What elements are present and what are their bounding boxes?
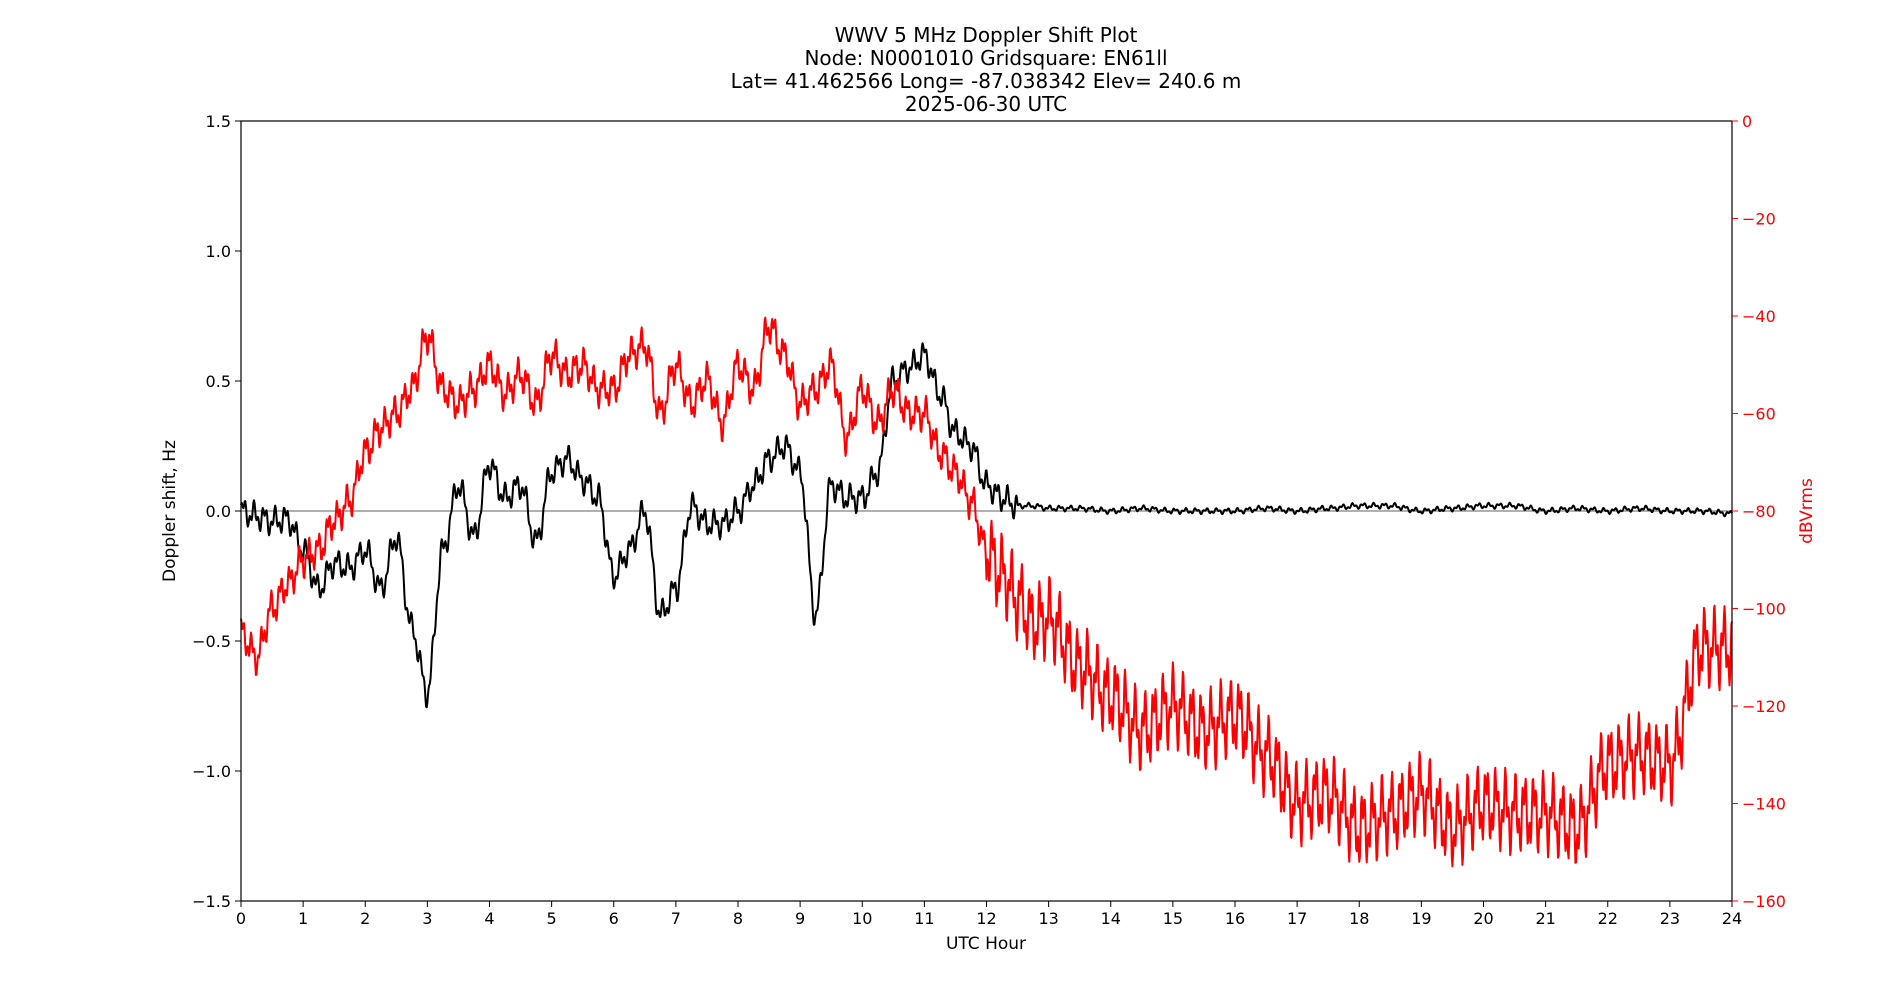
y-right-tick-label: −160 xyxy=(1742,892,1786,911)
y-left-tick-label: −0.5 xyxy=(192,632,231,651)
x-tick-label: 12 xyxy=(976,909,996,928)
y-axis-right: 0 −20 −40 −60 −80 −100 −120 −140 −160 xyxy=(1732,112,1786,911)
x-axis-label: UTC Hour xyxy=(946,934,1026,954)
x-tick-label: 21 xyxy=(1535,909,1555,928)
x-tick-label: 8 xyxy=(733,909,743,928)
title-line-2: Lat= 41.462566 Long= -87.038342 Elev= 24… xyxy=(731,69,1242,93)
title-line-3: 2025-06-30 UTC xyxy=(905,92,1067,116)
y-right-tick-label: −40 xyxy=(1742,307,1776,326)
x-tick-label: 5 xyxy=(547,909,557,928)
x-tick-label: 14 xyxy=(1101,909,1121,928)
y-right-tick-label: −20 xyxy=(1742,210,1776,229)
y-left-tick-label: 1.5 xyxy=(206,112,231,131)
x-tick-label: 6 xyxy=(609,909,619,928)
y-axis-left-label: Doppler shift, Hz xyxy=(160,440,180,582)
x-tick-label: 0 xyxy=(236,909,246,928)
doppler-shift-series xyxy=(240,342,1733,709)
title-line-1: Node: N0001010 Gridsquare: EN61ll xyxy=(804,46,1167,70)
x-tick-label: 1 xyxy=(298,909,308,928)
x-tick-label: 15 xyxy=(1163,909,1183,928)
y-left-tick-label: −1.5 xyxy=(192,892,231,911)
y-right-tick-label: −100 xyxy=(1742,600,1786,619)
x-tick-label: 2 xyxy=(360,909,370,928)
y-axis-right-label: dBVrms xyxy=(1797,478,1817,544)
y-right-tick-label: −120 xyxy=(1742,697,1786,716)
y-left-tick-label: 0.0 xyxy=(206,502,231,521)
x-tick-label: 11 xyxy=(914,909,934,928)
x-tick-label: 3 xyxy=(422,909,432,928)
x-tick-label: 17 xyxy=(1287,909,1307,928)
y-axis-left: 1.5 1.0 0.5 0.0 −0.5 −1.0 −1.5 xyxy=(192,112,241,911)
x-tick-label: 19 xyxy=(1411,909,1431,928)
y-right-tick-label: −140 xyxy=(1742,795,1786,814)
x-tick-label: 18 xyxy=(1349,909,1369,928)
y-left-tick-label: 1.0 xyxy=(206,242,231,261)
y-right-tick-label: −60 xyxy=(1742,405,1776,424)
x-tick-label: 20 xyxy=(1473,909,1493,928)
x-tick-label: 4 xyxy=(484,909,494,928)
x-tick-label: 13 xyxy=(1038,909,1058,928)
x-tick-label: 24 xyxy=(1722,909,1742,928)
y-right-tick-label: 0 xyxy=(1742,112,1752,131)
signal-level-series xyxy=(240,316,1733,868)
x-axis: 0 1 2 3 4 5 6 7 8 9 10 11 12 13 14 15 16 17 18 19 20 21 22 23 24 xyxy=(236,901,1742,928)
y-left-tick-label: −1.0 xyxy=(192,762,231,781)
x-tick-label: 16 xyxy=(1225,909,1245,928)
y-right-tick-label: −80 xyxy=(1742,502,1776,521)
x-tick-label: 9 xyxy=(795,909,805,928)
x-tick-label: 7 xyxy=(671,909,681,928)
x-tick-label: 22 xyxy=(1598,909,1618,928)
series-lines xyxy=(240,316,1733,868)
y-left-tick-label: 0.5 xyxy=(206,372,231,391)
x-tick-label: 23 xyxy=(1660,909,1680,928)
x-tick-label: 10 xyxy=(852,909,872,928)
title-line-0: WWV 5 MHz Doppler Shift Plot xyxy=(835,23,1138,47)
